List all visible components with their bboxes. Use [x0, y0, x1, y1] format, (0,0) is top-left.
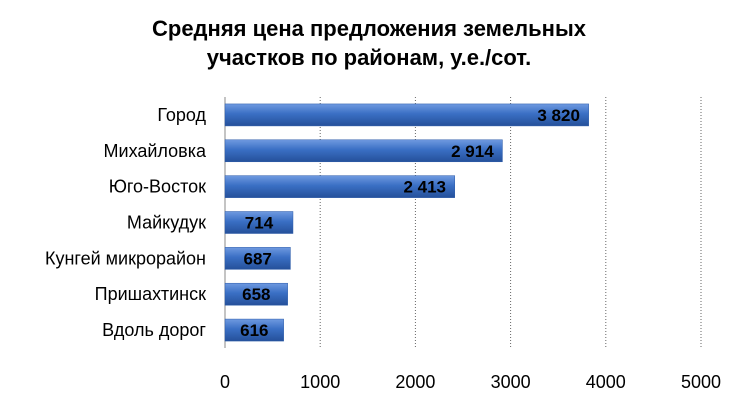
category-label: Город: [157, 105, 206, 125]
bar: [224, 139, 503, 163]
category-label: Пришахтинск: [95, 284, 206, 304]
data-label: 616: [240, 321, 268, 340]
category-label: Майкудук: [127, 213, 206, 233]
data-label: 2 914: [451, 142, 494, 161]
bar: [224, 247, 291, 270]
bar: [224, 211, 294, 234]
bar: [224, 318, 284, 342]
data-label: 714: [245, 214, 274, 233]
category-label: Михайловка: [104, 141, 207, 161]
x-tick-label: 3000: [491, 372, 531, 392]
x-tick-label: 1000: [300, 372, 340, 392]
category-label: Кунгей микрорайон: [45, 248, 206, 268]
x-tick-label: 2000: [395, 372, 435, 392]
bars: [224, 103, 589, 342]
data-label: 658: [242, 285, 270, 304]
chart-title: Средняя цена предложения земельных участ…: [152, 16, 586, 70]
data-label: 2 413: [403, 178, 446, 197]
bar: [224, 282, 288, 306]
labels: 0 1000 2000 3000 4000 5000 Город 3 820 Михайловк…: [45, 105, 721, 392]
x-tick-label: 5000: [681, 372, 721, 392]
data-label: 687: [244, 249, 272, 268]
gridlines: [224, 97, 702, 348]
data-label: 3 820: [537, 106, 580, 125]
category-label: Вдоль дорог: [102, 320, 206, 340]
bar: [224, 103, 589, 127]
x-tick-label: 0: [220, 372, 230, 392]
category-label: Юго-Восток: [109, 177, 206, 197]
bar: [224, 175, 455, 198]
x-tick-label: 4000: [586, 372, 626, 392]
